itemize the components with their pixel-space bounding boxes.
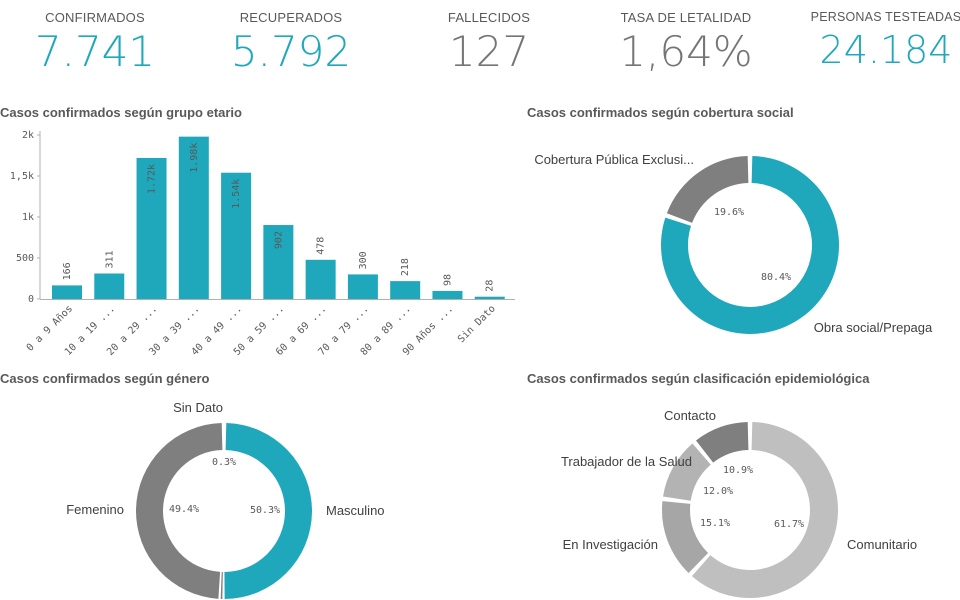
y-tick-label: 1k xyxy=(22,212,34,223)
bar-value-label: 1.98k xyxy=(189,143,200,173)
epi-donut-chart: 61.7% Comunitario 15.1% En Investigación 12.… xyxy=(561,408,917,598)
donut-slice xyxy=(661,156,840,334)
bar xyxy=(94,273,125,299)
slice-percent-label: 19.6% xyxy=(714,207,744,218)
epi-chart-title: Casos confirmados según clasificación ep… xyxy=(527,371,870,386)
donut-slice xyxy=(136,423,223,599)
kpi-label: CONFIRMADOS xyxy=(45,10,145,25)
bar-value-label: 478 xyxy=(316,237,327,255)
y-tick-label: 500 xyxy=(16,253,34,264)
slice-name-label: Obra social/Prepaga xyxy=(814,320,933,335)
donut-slice xyxy=(695,422,749,463)
kpi-value: 127 xyxy=(448,27,530,76)
bar xyxy=(305,259,336,299)
kpi-confirmados: CONFIRMADOS 7.741 xyxy=(30,10,160,76)
slice-percent-label: 61.7% xyxy=(774,519,804,530)
slice-name-label: Femenino xyxy=(66,502,124,517)
coverage-donut-chart: 80.4% Obra social/Prepaga 19.6% Cobertura P… xyxy=(534,152,933,335)
y-tick-label: 1,5k xyxy=(10,171,34,182)
bar-value-label: 300 xyxy=(358,251,369,269)
kpi-label: TASA DE LETALIDAD xyxy=(620,10,752,25)
bar-value-label: 1.54k xyxy=(231,179,242,209)
slice-name-label: Cobertura Pública Exclusi... xyxy=(534,152,694,167)
slice-percent-label: 15.1% xyxy=(700,518,730,529)
bar-value-label: 218 xyxy=(400,258,411,276)
bar xyxy=(263,225,294,299)
bar xyxy=(136,157,167,299)
bar-value-label: 166 xyxy=(62,262,73,280)
bar xyxy=(390,281,421,299)
slice-name-label: Masculino xyxy=(326,503,385,518)
coverage-chart-title: Casos confirmados según cobertura social xyxy=(527,105,794,120)
y-tick-label: 2k xyxy=(22,130,34,141)
kpi-label: RECUPERADOS xyxy=(239,10,343,25)
bar-value-label: 311 xyxy=(104,250,115,268)
bar xyxy=(221,172,252,299)
kpi-fallecidos: FALLECIDOS 127 xyxy=(424,10,554,76)
kpi-value: 7.741 xyxy=(34,27,156,76)
bar xyxy=(474,296,505,299)
donut-slice xyxy=(224,423,313,599)
slice-percent-label: 12.0% xyxy=(703,486,733,497)
slice-name-label: Trabajador de la Salud xyxy=(561,454,692,469)
donut-slice xyxy=(663,443,711,501)
kpi-label: FALLECIDOS xyxy=(447,10,531,25)
bar-value-label: 98 xyxy=(442,274,453,286)
y-tick-label: 0 xyxy=(28,294,34,305)
kpi-value: 1,64% xyxy=(619,27,753,76)
bar xyxy=(52,285,82,299)
slice-percent-label: 49.4% xyxy=(169,504,199,515)
bar-value-label: 1.72k xyxy=(147,164,158,194)
slice-name-label: En Investigación xyxy=(563,537,658,552)
kpi-value: 24.184 xyxy=(819,28,953,72)
bar xyxy=(432,290,463,299)
bar-value-label: 28 xyxy=(485,280,496,292)
gender-donut-chart: 50.3% Masculino 0.3% Sin Dato 49.4% Femenino xyxy=(66,400,385,599)
donut-slice xyxy=(220,571,223,599)
bar-value-label: 902 xyxy=(273,231,284,249)
donut-slice xyxy=(691,422,838,598)
kpi-label: PERSONAS TESTEADAS xyxy=(810,10,960,24)
kpi-personas-testeadas: PERSONAS TESTEADAS 24.184 xyxy=(806,10,960,72)
gender-chart-title: Casos confirmados según género xyxy=(0,371,210,386)
donut-slice xyxy=(662,501,709,573)
kpi-recuperados: RECUPERADOS 5.792 xyxy=(226,10,356,76)
kpi-tasa-letalidad: TASA DE LETALIDAD 1,64% xyxy=(611,10,761,76)
slice-name-label: Sin Dato xyxy=(173,400,223,415)
age-chart-title: Casos confirmados según grupo etario xyxy=(0,105,242,120)
slice-name-label: Contacto xyxy=(664,408,716,423)
donut-slice xyxy=(666,156,749,223)
slice-percent-label: 0.3% xyxy=(212,457,236,468)
slice-name-label: Comunitario xyxy=(847,537,917,552)
x-tick-label: Sin Dato xyxy=(456,303,498,345)
bar xyxy=(347,274,378,299)
slice-percent-label: 80.4% xyxy=(761,272,791,283)
bar xyxy=(178,136,209,299)
slice-percent-label: 10.9% xyxy=(723,465,753,476)
kpi-value: 5.792 xyxy=(230,27,352,76)
slice-percent-label: 50.3% xyxy=(250,505,280,516)
